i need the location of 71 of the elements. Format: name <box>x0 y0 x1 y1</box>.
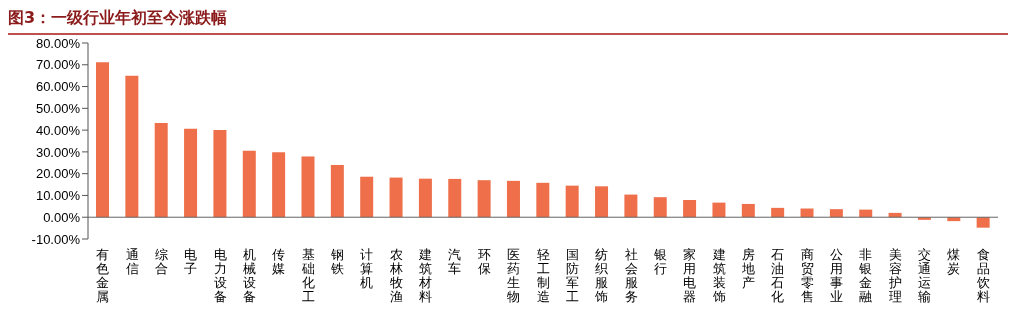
bar <box>301 156 315 218</box>
bar <box>242 150 256 218</box>
y-tick-label: 20.00% <box>35 166 81 182</box>
x-tick-label: 计算机 <box>360 247 374 290</box>
bar <box>360 176 374 218</box>
x-tick-label: 建筑材料 <box>418 247 433 304</box>
x-tick-label: 食品饮料 <box>975 247 990 304</box>
y-tick-label: 60.00% <box>35 79 81 95</box>
x-tick-label: 美容护理 <box>887 247 902 304</box>
x-tick-label: 有色金属 <box>96 247 110 304</box>
x-tick-label: 公用事业 <box>830 247 844 304</box>
x-tick-label: 建筑装饰 <box>711 247 726 304</box>
x-tick-label: 通信 <box>125 247 139 276</box>
bar <box>712 202 726 218</box>
bar <box>272 152 286 218</box>
y-tick-label: 50.00% <box>35 100 81 116</box>
y-tick-label: 30.00% <box>35 144 81 160</box>
bar <box>536 182 550 218</box>
bar <box>829 209 843 218</box>
x-tick-label: 交通运输 <box>918 247 932 304</box>
bar <box>683 200 697 218</box>
x-tick-label: 国防军工 <box>565 247 579 304</box>
bar <box>741 203 755 218</box>
bar <box>653 197 667 218</box>
x-tick-label: 农林牧渔 <box>388 247 403 304</box>
y-tick-label: 80.00% <box>35 35 81 51</box>
x-tick-label: 基础化工 <box>300 247 315 304</box>
x-tick-label: 医药生物 <box>507 247 521 304</box>
x-tick-label: 综合 <box>154 247 168 276</box>
x-tick-label: 石油石化 <box>771 247 785 304</box>
x-tick-label: 非银金融 <box>858 247 873 304</box>
bar <box>418 178 432 218</box>
bar <box>213 130 227 218</box>
bar <box>448 178 462 218</box>
y-tick-label: 70.00% <box>35 57 81 73</box>
bar <box>389 177 403 218</box>
bar <box>859 209 873 218</box>
bar <box>565 185 579 218</box>
y-tick-label: 10.00% <box>35 188 81 204</box>
x-tick-label: 商贸零售 <box>800 247 814 304</box>
bar <box>506 180 520 218</box>
x-tick-label: 轻工制造 <box>536 247 550 304</box>
bar <box>330 164 344 218</box>
bar <box>771 207 785 218</box>
bar <box>800 208 814 218</box>
x-tick-label: 电子 <box>184 247 198 276</box>
y-tick-label: 0.00% <box>43 209 81 225</box>
chart-title: 图3：一级行业年初至今涨跌幅 <box>8 8 1008 35</box>
x-tick-label: 社会服务 <box>624 247 638 304</box>
x-tick-label: 钢铁 <box>330 247 345 276</box>
x-tick-label: 房地产 <box>740 247 755 290</box>
bar <box>888 212 902 218</box>
x-tick-label: 环保 <box>477 247 491 276</box>
bar <box>154 122 168 218</box>
x-tick-label: 传媒 <box>272 247 286 276</box>
bar <box>125 75 139 218</box>
bar <box>595 186 609 218</box>
bar <box>624 194 638 218</box>
bar <box>96 62 109 218</box>
x-tick-label: 机械设备 <box>242 247 256 304</box>
bar <box>976 217 990 228</box>
y-tick-label: 40.00% <box>35 122 81 138</box>
x-tick-label: 电力设备 <box>213 247 227 304</box>
bar <box>477 180 491 218</box>
x-tick-label: 煤炭 <box>947 247 961 276</box>
x-tick-label: 家用电器 <box>683 247 697 304</box>
y-tick-label: -10.00% <box>31 231 81 247</box>
x-tick-label: 银行 <box>652 247 667 276</box>
x-tick-label: 纺织服饰 <box>594 247 609 304</box>
bar <box>184 128 198 218</box>
x-tick-label: 汽车 <box>448 247 462 276</box>
